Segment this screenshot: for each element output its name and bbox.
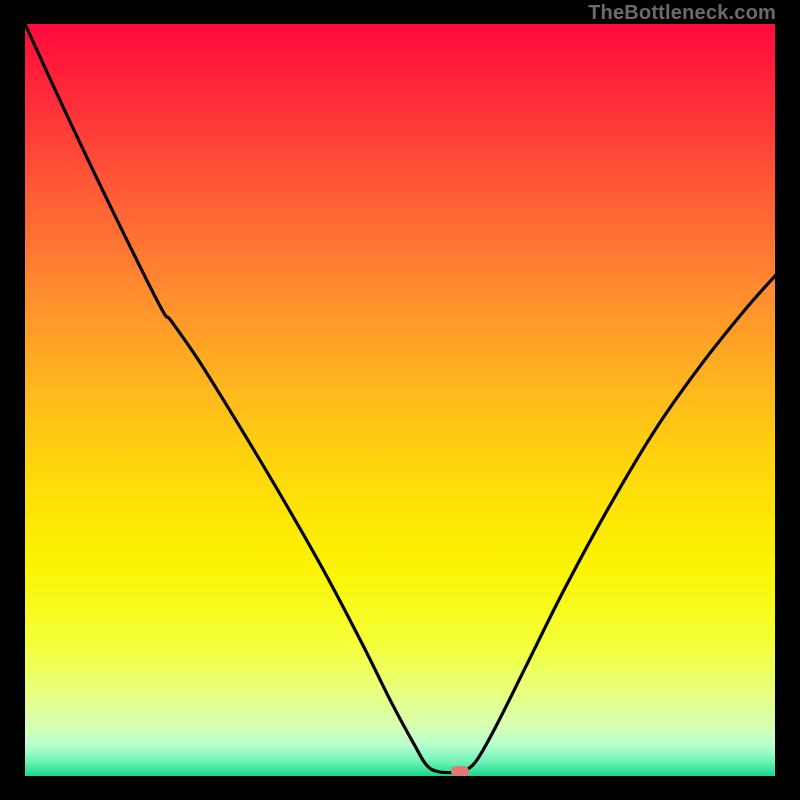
gradient-background (25, 24, 775, 776)
chart-frame: TheBottleneck.com (0, 0, 800, 800)
watermark-text: TheBottleneck.com (588, 2, 776, 25)
plot-area (25, 24, 775, 776)
plot-svg (25, 24, 775, 776)
optimal-point-marker (451, 766, 469, 776)
